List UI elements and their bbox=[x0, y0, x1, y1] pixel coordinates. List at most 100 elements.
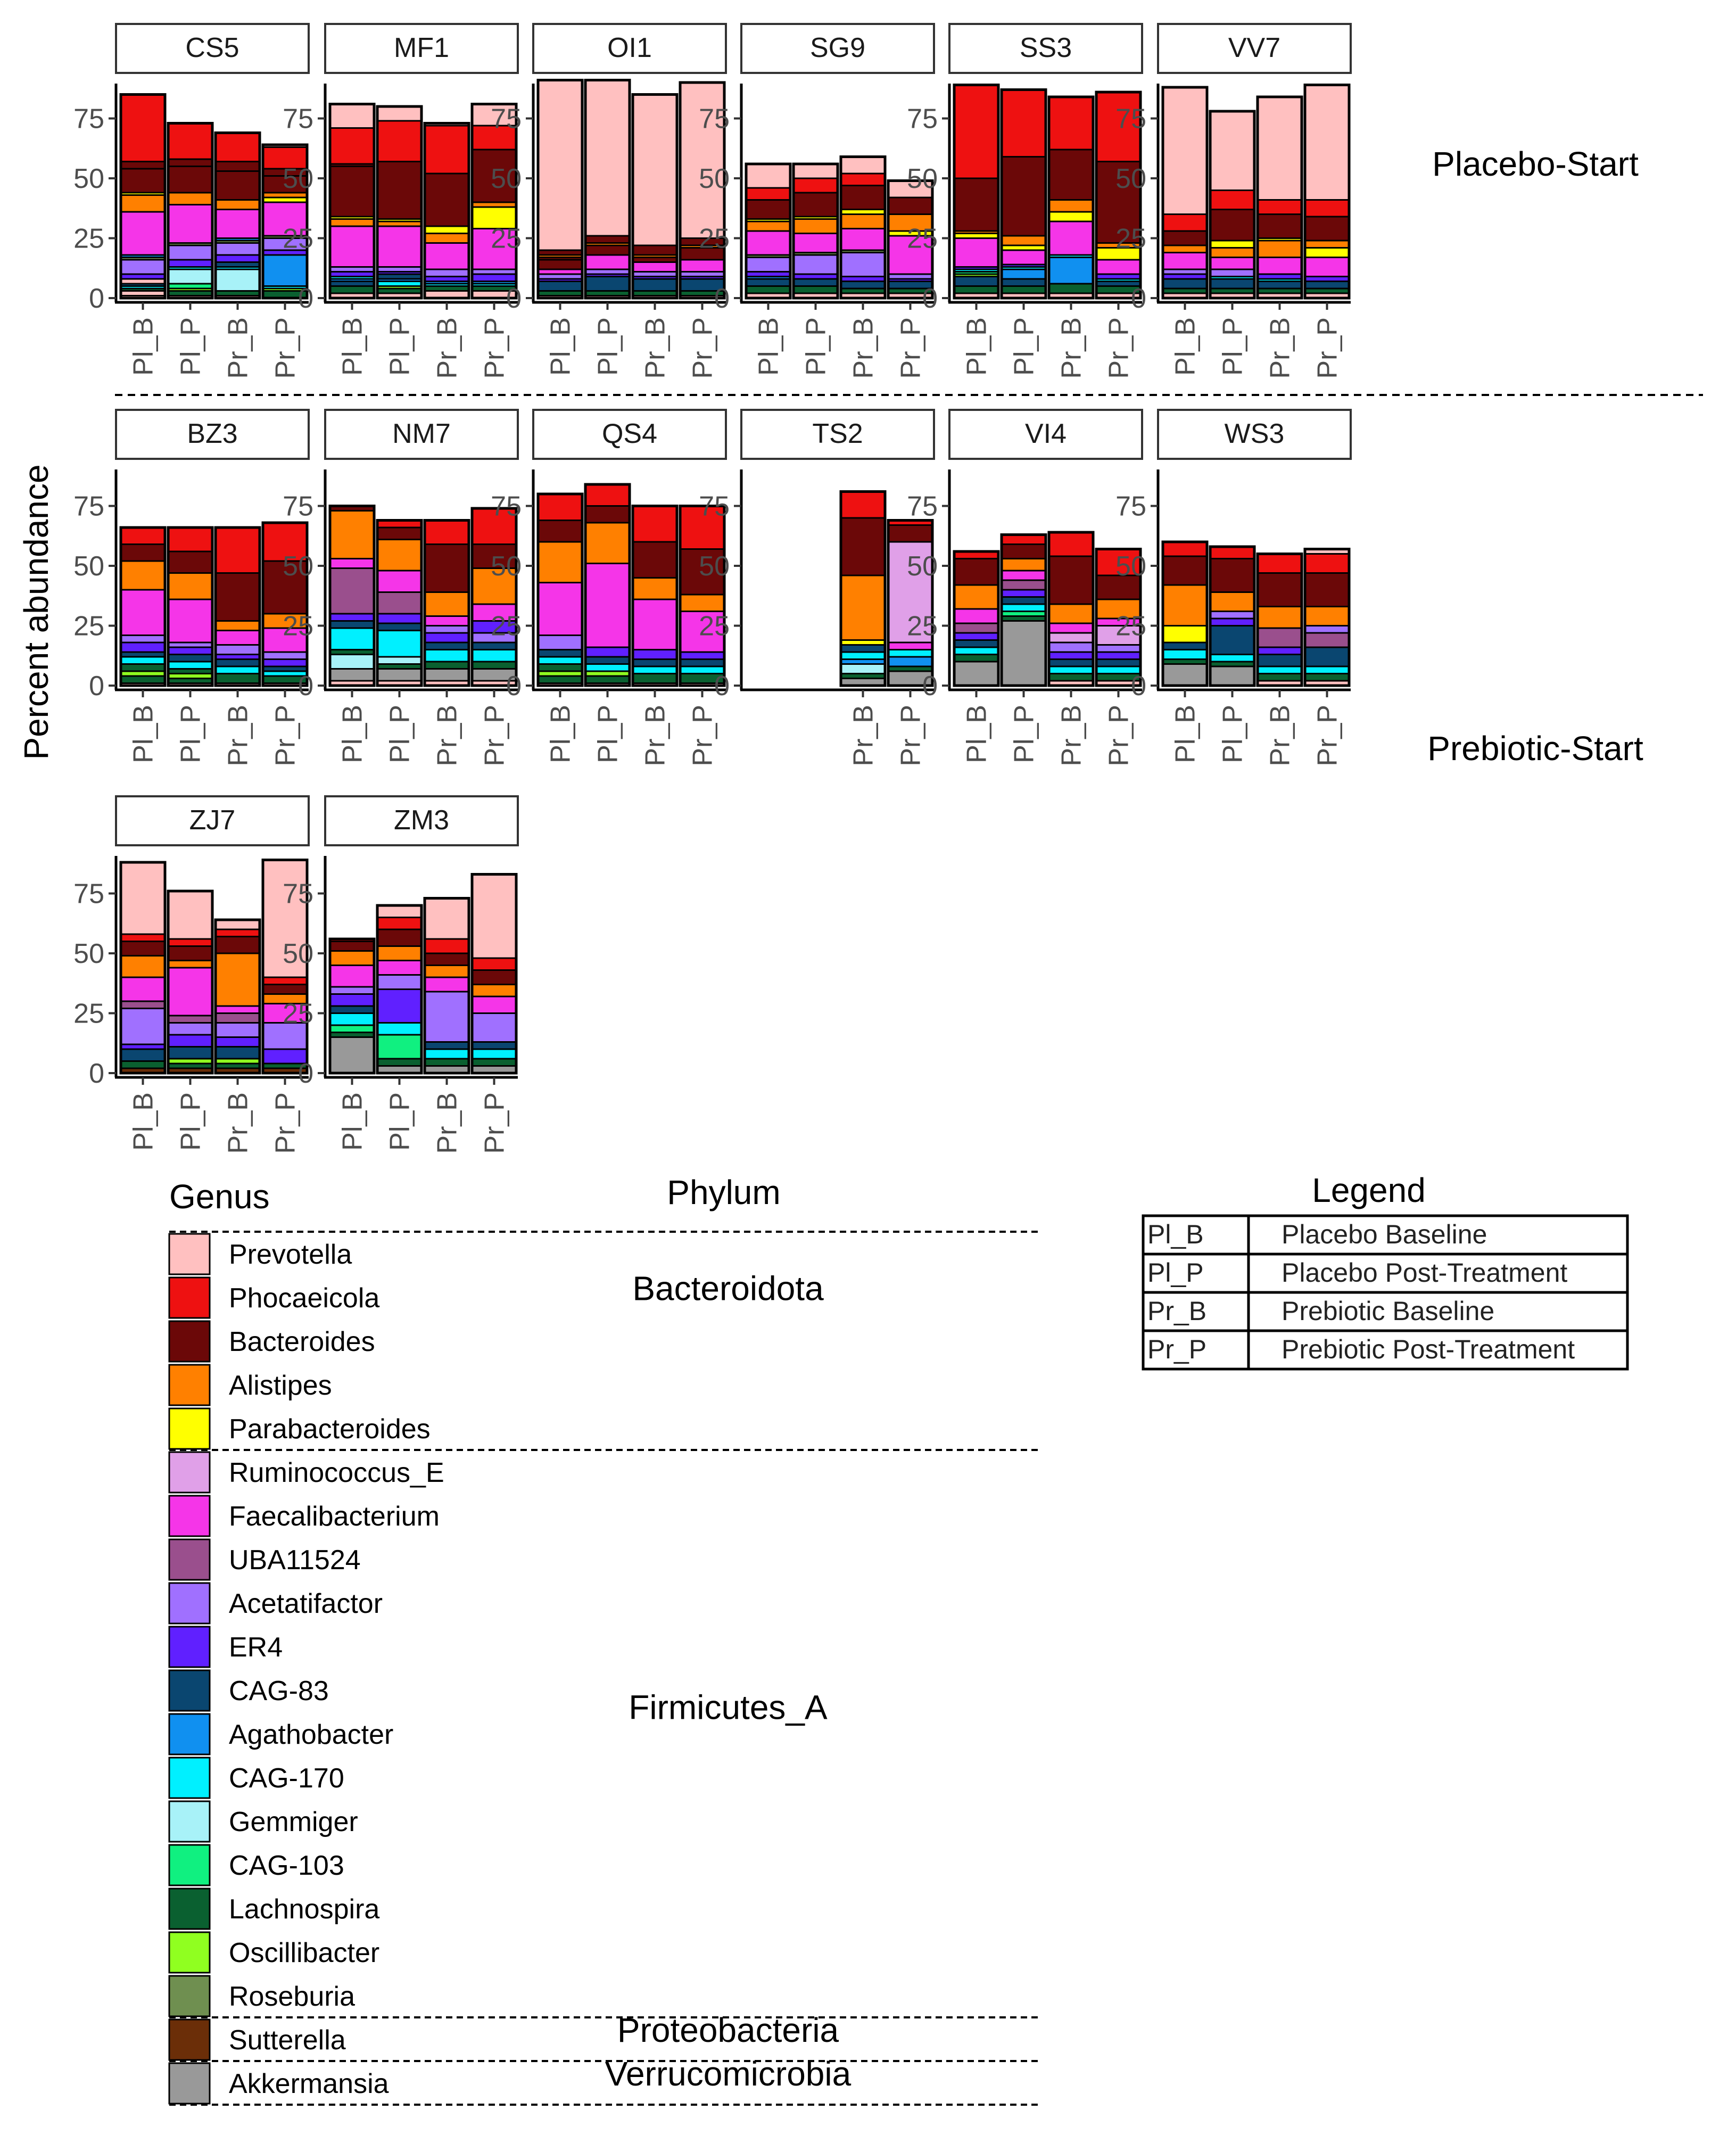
bar-segment-bacteroides bbox=[632, 541, 678, 579]
x-tick-label: Pr_P bbox=[896, 317, 927, 379]
bar-segment-alistipes bbox=[537, 541, 583, 583]
bar-segment-prevotella bbox=[376, 904, 423, 918]
panel-VV7: VV7 0 25 50 75 Pl_B Pl_P Pr_B Pr_P bbox=[1115, 23, 1352, 379]
bar-segment-gemmiger bbox=[840, 663, 886, 674]
legend-label-ruminococcus_e: Ruminococcus_E bbox=[229, 1457, 444, 1488]
panel-strip bbox=[740, 23, 935, 74]
bar-segment-phocaeicola bbox=[1048, 531, 1094, 557]
bar-VV7-Pl_P bbox=[1209, 110, 1256, 300]
bar-outline bbox=[423, 519, 470, 687]
y-tick-label: 25 bbox=[1115, 611, 1146, 642]
bar-segment-acetatifactor bbox=[376, 974, 423, 990]
panel-strip bbox=[324, 409, 519, 460]
panel-title: ZJ7 bbox=[189, 805, 236, 836]
bar-outline bbox=[1209, 110, 1256, 300]
bar-segment-lachnospira bbox=[792, 285, 839, 294]
bar-segment-er4 bbox=[167, 259, 213, 268]
bar-SG9-Pl_B bbox=[745, 162, 792, 300]
bar-outline bbox=[328, 103, 376, 300]
bar-NM7-Pr_P bbox=[470, 507, 518, 687]
bar-segment-lachnospira bbox=[471, 661, 517, 670]
x-tick-label: Pl_P bbox=[801, 317, 832, 376]
bar-segment-alistipes bbox=[120, 955, 166, 978]
x-tick-label: Pr_B bbox=[1056, 317, 1087, 379]
y-tick-label: 0 bbox=[89, 671, 104, 702]
bar-segment-cag-170 bbox=[214, 665, 261, 674]
bar-SG9-Pr_B bbox=[839, 155, 887, 300]
phylum-label-bacteroidota: Bacteroidota bbox=[632, 1270, 824, 1308]
bar-segment-bacteroides bbox=[1048, 149, 1094, 201]
bar-segment-faecalibacterium bbox=[329, 965, 375, 988]
bar-segment-phocaeicola bbox=[120, 933, 166, 942]
x-tick-label: Pl_B bbox=[962, 317, 993, 376]
bar-segment-bacteroides bbox=[167, 550, 213, 574]
legend-description: Placebo Baseline bbox=[1282, 1219, 1487, 1249]
bar-segment-phocaeicola bbox=[1209, 546, 1255, 559]
bar-segment-bacteroides bbox=[214, 572, 261, 622]
bar-segment-er4 bbox=[262, 658, 308, 667]
bar-segment-akkermansia bbox=[376, 668, 423, 682]
bar-outline bbox=[376, 904, 423, 1075]
legend-label-gemmiger: Gemmiger bbox=[229, 1807, 358, 1837]
bar-segment-cag-83 bbox=[424, 1041, 470, 1050]
bar-BZ3-Pl_P bbox=[167, 526, 214, 687]
panel-title: SG9 bbox=[810, 32, 865, 63]
bar-segment-alistipes bbox=[424, 233, 470, 244]
bar-segment-er4 bbox=[679, 651, 725, 660]
bar-segment-uba11524 bbox=[376, 591, 423, 615]
bar-segment-alistipes bbox=[471, 984, 517, 998]
bar-segment-phocaeicola bbox=[537, 493, 583, 521]
bar-segment-bacteroides bbox=[584, 235, 631, 244]
x-tick-label: Pl_P bbox=[593, 317, 624, 376]
bar-outline bbox=[536, 492, 584, 687]
bar-segment-parabacteroides bbox=[1162, 625, 1208, 644]
bar-segment-cag-170 bbox=[1256, 665, 1303, 674]
legend-swatch-er4 bbox=[168, 1626, 211, 1668]
panel-ZM3: ZM3 0 25 50 75 Pl_B Pl_P Pr_B Pr_P bbox=[283, 795, 519, 1154]
legend-label-acetatifactor: Acetatifactor bbox=[229, 1588, 383, 1619]
panel-title: CS5 bbox=[185, 32, 239, 63]
legend-description: Prebiotic Baseline bbox=[1282, 1296, 1494, 1326]
bar-segment-faecalibacterium bbox=[1256, 257, 1303, 275]
bar-segment-prevotella bbox=[376, 105, 423, 122]
bar-segment-lachnospira bbox=[537, 675, 583, 684]
x-tick-label: Pr_B bbox=[223, 1092, 254, 1154]
y-tick-label: 0 bbox=[89, 283, 104, 314]
legend-label-bacteroides: Bacteroides bbox=[229, 1326, 375, 1357]
bar-outline bbox=[1161, 86, 1209, 300]
x-tick-label: Pr_P bbox=[270, 1092, 301, 1154]
bar-segment-parabacteroides bbox=[424, 225, 470, 234]
bar-BZ3-Pr_B bbox=[214, 526, 261, 687]
bar-segment-bacteroides bbox=[840, 185, 886, 210]
bar-VI4-Pl_B bbox=[953, 550, 1000, 687]
bar-segment-faecalibacterium bbox=[745, 230, 791, 256]
bar-segment-acetatifactor bbox=[1095, 644, 1142, 653]
bar-outline bbox=[214, 526, 261, 687]
bar-segment-cag-83 bbox=[1095, 658, 1142, 667]
bar-segment-alistipes bbox=[1304, 240, 1350, 249]
bar-segment-uba11524 bbox=[214, 1012, 261, 1024]
y-tick-label: 50 bbox=[491, 163, 522, 194]
bar-segment-cag-83 bbox=[679, 658, 725, 667]
panel-strip bbox=[1157, 409, 1352, 460]
bar-segment-er4 bbox=[471, 273, 517, 282]
legend-label-agathobacter: Agathobacter bbox=[229, 1719, 393, 1750]
bar-segment-faecalibacterium bbox=[167, 204, 213, 244]
x-tick-label: Pr_B bbox=[640, 317, 671, 379]
bar-segment-cag-170 bbox=[120, 656, 166, 665]
bar-segment-phocaeicola bbox=[840, 172, 886, 186]
bar-segment-faecalibacterium bbox=[424, 615, 470, 627]
bar-segment-alistipes bbox=[1256, 606, 1303, 629]
bar-segment-acetatifactor bbox=[471, 1012, 517, 1043]
bar-segment-cag-83 bbox=[792, 278, 839, 287]
bar-segment-cag-83 bbox=[1209, 625, 1255, 655]
bar-SS3-Pl_P bbox=[1000, 88, 1047, 300]
panel-strip bbox=[532, 23, 727, 74]
bar-ZJ7-Pl_B bbox=[119, 861, 167, 1075]
x-tick-label: Pl_B bbox=[1170, 705, 1201, 763]
x-tick-label: Pr_P bbox=[688, 317, 718, 379]
bar-segment-alistipes bbox=[1162, 244, 1208, 253]
bar-segment-alistipes bbox=[840, 574, 886, 641]
bar-segment-faecalibacterium bbox=[632, 598, 678, 650]
bar-segment-phocaeicola bbox=[584, 483, 631, 507]
